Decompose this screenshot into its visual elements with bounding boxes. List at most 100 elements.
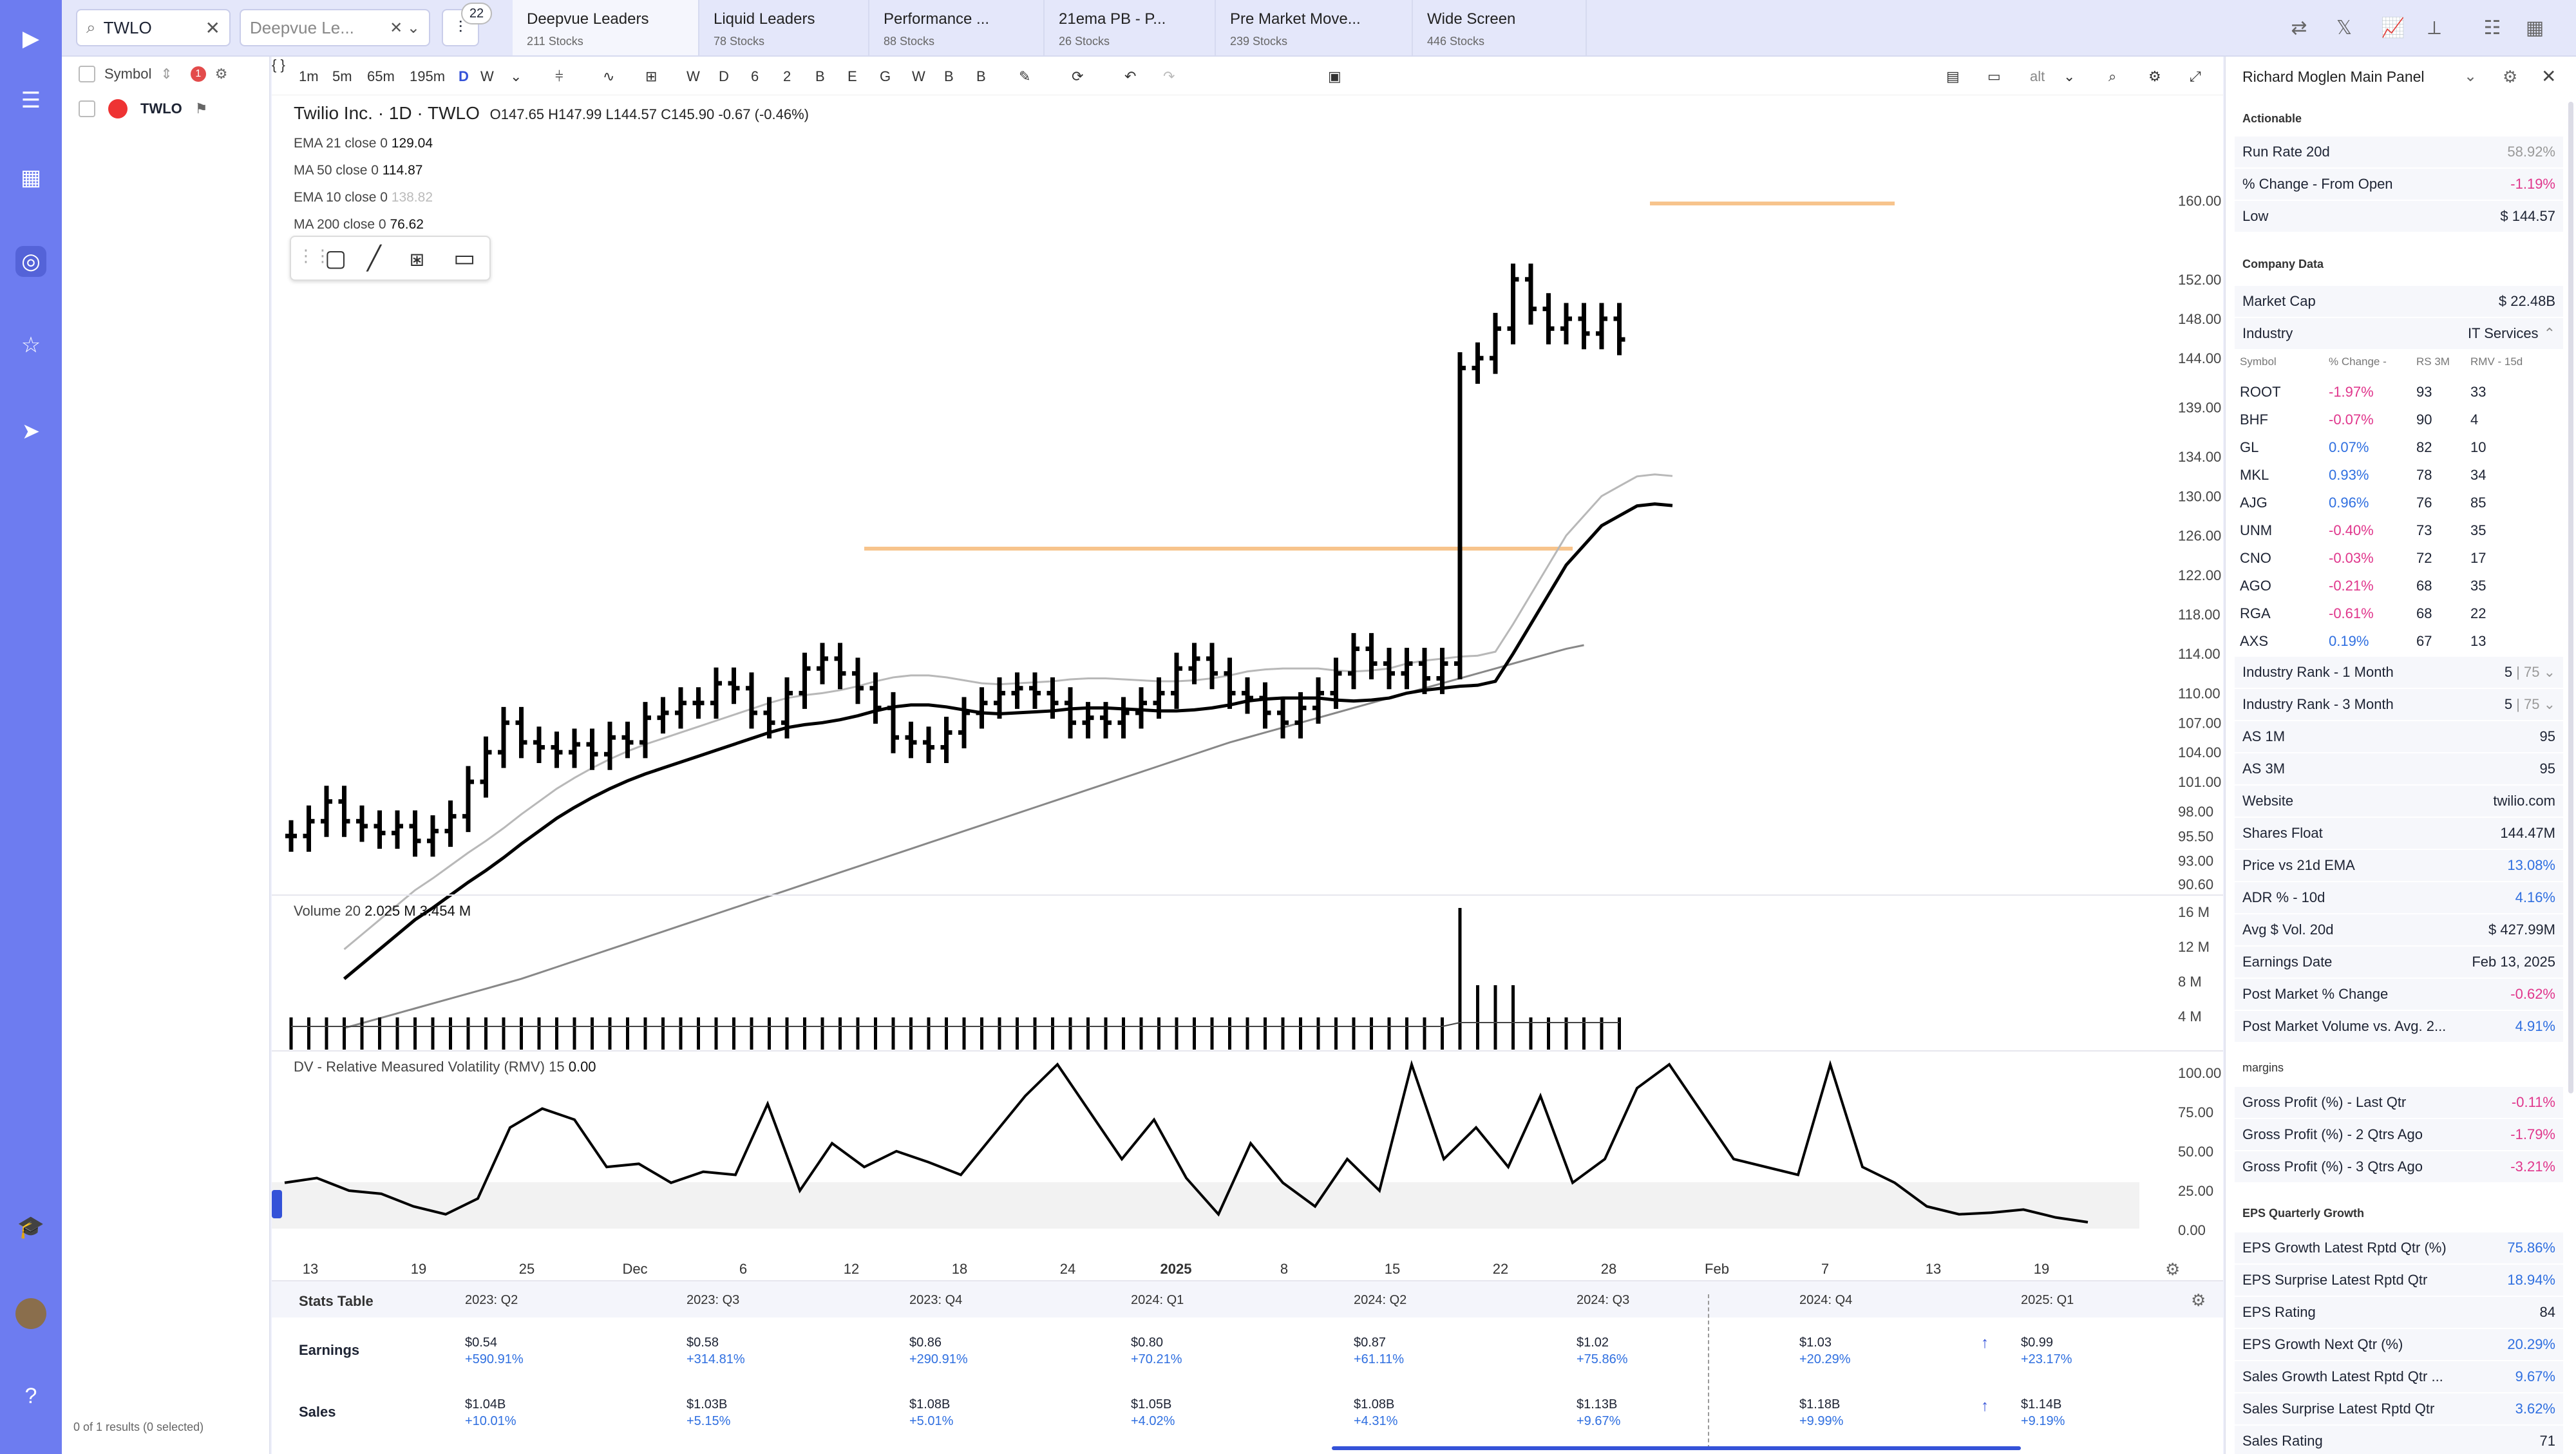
price-bar[interactable] [1454,352,1466,679]
list-view-icon[interactable]: ☷ [2483,17,2501,39]
price-bar[interactable] [1046,677,1059,719]
industry-table-cell[interactable]: ROOT [2240,384,2281,400]
chevron-up-icon[interactable]: ⌃ [2543,325,2555,341]
price-bar[interactable] [692,687,705,719]
star-icon[interactable]: ☆ [21,333,41,357]
rectangle-tool-icon[interactable]: ▢ [325,245,347,271]
sort-icon[interactable]: ⇕ [160,66,173,82]
price-bar[interactable] [976,687,988,729]
price-bar[interactable] [710,667,722,719]
industry-table-cell[interactable]: BHF [2240,411,2268,428]
price-bar[interactable] [321,786,332,837]
tab-liquid-leaders[interactable]: Liquid Leaders 78 Stocks [699,0,869,55]
price-bar[interactable] [462,766,474,833]
chart-canvas[interactable]: 160.00152.00148.00144.00139.00134.00130.… [272,95,2223,1280]
price-bar[interactable] [1206,643,1218,690]
tab-wide-screen[interactable]: Wide Screen 446 Stocks [1413,0,1587,55]
interval-1m[interactable]: 1m [299,68,319,84]
industry-table-header[interactable]: % Change - [2329,355,2387,368]
price-bar[interactable] [852,657,864,704]
marker-b2[interactable]: B [944,68,954,84]
price-bar[interactable] [533,726,545,764]
price-bar[interactable] [1560,303,1572,345]
search-input[interactable]: TWLO [103,17,152,37]
close-icon[interactable]: ✕ ⌄ [390,19,420,37]
share-icon[interactable]: ⇄ [2291,17,2307,39]
price-bar[interactable] [1011,672,1023,709]
layout-panel-icon[interactable]: ▤ [1946,68,1960,84]
ema21-label[interactable]: EMA 21 close 0 [294,136,388,151]
price-bar[interactable] [356,805,368,842]
interval-195m[interactable]: 195m [410,68,446,84]
list-item[interactable]: TWLO ⚑ [79,99,208,118]
price-bar[interactable] [1082,702,1094,739]
industry-table-cell[interactable]: RGA [2240,605,2271,621]
price-bar[interactable] [1117,697,1130,739]
industry-table-cell[interactable]: AXS [2240,633,2269,649]
chart-settings-icon[interactable]: ⚙ [2165,1260,2181,1279]
rmv-scale-handle[interactable] [272,1190,282,1218]
marker-b3[interactable]: B [976,68,986,84]
industry-table-header[interactable]: Symbol [2240,355,2277,368]
price-bar[interactable] [834,643,846,690]
logo-icon[interactable]: ▶ [22,26,40,51]
marker-b[interactable]: B [815,68,825,84]
price-bar[interactable] [1490,312,1501,374]
chevron-down-icon[interactable]: ⌄ [2063,68,2076,84]
price-bar[interactable] [799,652,811,709]
close-icon[interactable]: ✕ [205,17,220,38]
tab-performance[interactable]: Performance ... 88 Stocks [869,0,1045,55]
price-bar[interactable] [994,677,1005,719]
price-bar[interactable] [1100,702,1112,739]
price-bar[interactable] [905,721,917,759]
price-bar[interactable] [1188,643,1200,685]
price-bar[interactable] [1135,687,1147,729]
price-bar[interactable] [1242,677,1253,714]
price-bar[interactable] [498,706,509,768]
industry-table-cell[interactable]: UNM [2240,522,2273,538]
price-bar[interactable] [569,728,580,768]
price-bar[interactable] [1401,648,1413,690]
price-bar[interactable] [1171,652,1182,709]
price-bar[interactable] [1259,682,1271,729]
stats-scrollbar[interactable] [1332,1446,2021,1450]
industry-table-cell[interactable]: CNO [2240,550,2271,566]
line-tool-icon[interactable]: ╱ [367,245,381,271]
marker-d[interactable]: D [719,68,729,84]
marker-2[interactable]: 2 [783,68,791,84]
symbol-search[interactable]: ⌕ TWLO ✕ [76,9,231,46]
price-bar[interactable] [1525,263,1537,325]
price-bar[interactable] [480,736,492,798]
folder-icon[interactable]: ▭ [1987,68,2001,84]
fullscreen-icon[interactable]: ⤢ [2190,68,2201,84]
interval-daily[interactable]: D [459,68,469,84]
marker-g[interactable]: G [880,68,891,84]
stats-settings-icon[interactable]: ⚙ [2191,1290,2206,1310]
watchlist-select[interactable]: Deepvue Le... ✕ ⌄ [240,9,430,46]
ma200-label[interactable]: MA 200 close 0 [294,217,386,232]
price-bar[interactable] [1419,648,1430,694]
settings-icon[interactable]: ⚙ [2148,68,2161,84]
price-bar[interactable] [1294,692,1307,739]
industry-table-header[interactable]: RMV - 15d [2470,355,2523,368]
industry-row[interactable]: Industry IT Services ⌃ [2235,318,2563,349]
zoom-icon[interactable]: ⌕ [2108,68,2117,84]
price-bar[interactable] [1365,633,1378,679]
bar-type-icon[interactable]: ⫩ [555,68,564,84]
rank-total[interactable]: | 75 ⌄ [2516,696,2555,712]
price-bar[interactable] [1348,633,1359,690]
settings-icon[interactable]: ⚙ [214,66,228,82]
price-bar[interactable] [515,706,527,759]
price-bar[interactable] [781,677,793,739]
price-bar[interactable] [1613,303,1625,355]
price-bar[interactable] [409,810,421,857]
interval-weekly[interactable]: W [480,68,494,84]
chart-icon[interactable]: 📈 [2381,17,2405,39]
price-bar[interactable] [1383,648,1395,690]
price-bar[interactable] [1065,687,1076,739]
industry-table-cell[interactable]: AGO [2240,578,2271,594]
price-bar[interactable] [887,692,899,753]
chevron-down-icon[interactable]: ⌄ [2464,68,2477,85]
price-bar[interactable] [763,697,775,739]
layout-icon[interactable]: ▦ [20,165,42,190]
